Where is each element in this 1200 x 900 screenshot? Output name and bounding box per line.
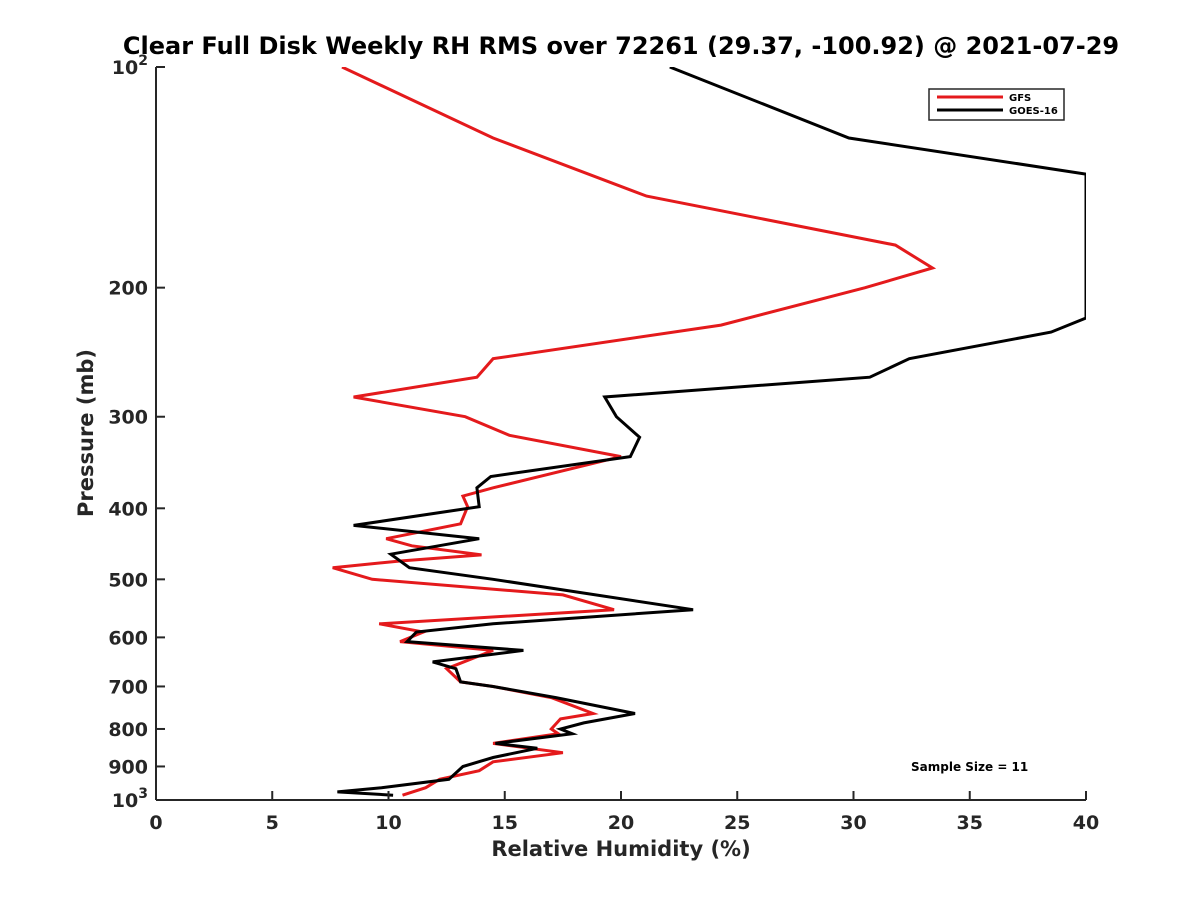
legend-label-gfs: GFS — [1009, 93, 1031, 104]
y-tick-label: 200 — [108, 278, 148, 300]
legend-label-goes-16: GOES-16 — [1009, 106, 1058, 117]
y-tick-label: 600 — [108, 627, 148, 649]
x-tick-label: 30 — [840, 812, 866, 834]
y-axis-ticks: 102 200 300 400 500 600 700 800 900 103 — [108, 53, 165, 812]
y-tick-label: 103 — [112, 786, 148, 812]
x-tick-label: 40 — [1073, 812, 1099, 834]
x-tick-label: 10 — [375, 812, 401, 834]
series-line-goes-16 — [337, 67, 1086, 797]
y-tick-label: 300 — [108, 407, 148, 429]
y-tick-label: 500 — [108, 569, 148, 591]
x-tick-label: 35 — [957, 812, 983, 834]
legend: GFS GOES-16 — [928, 88, 1065, 121]
y-tick-label: 800 — [108, 719, 148, 741]
y-tick-label: 102 — [112, 53, 148, 79]
x-axis-label: Relative Humidity (%) — [491, 837, 750, 861]
legend-box — [928, 88, 1065, 121]
x-axis-ticks: 0 5 10 15 20 25 30 35 40 — [149, 791, 1099, 834]
sample-size-annotation: Sample Size = 11 — [911, 760, 1028, 774]
y-axis-label: Pressure (mb) — [74, 349, 98, 517]
y-tick-label: 900 — [108, 756, 148, 778]
x-tick-label: 5 — [266, 812, 279, 834]
chart-title: Clear Full Disk Weekly RH RMS over 72261… — [123, 32, 1119, 60]
axes-background — [156, 67, 1086, 800]
y-tick-label: 400 — [108, 498, 148, 520]
series-line-gfs — [332, 67, 937, 797]
x-tick-label: 0 — [149, 812, 162, 834]
x-tick-label: 25 — [724, 812, 750, 834]
y-tick-label: 700 — [108, 676, 148, 698]
series-layer — [332, 67, 1086, 797]
plot-area: 0 5 10 15 20 25 30 35 40 102 200 300 400 500 600 700 80… — [108, 53, 1099, 834]
x-tick-label: 15 — [492, 812, 518, 834]
x-tick-label: 20 — [608, 812, 634, 834]
